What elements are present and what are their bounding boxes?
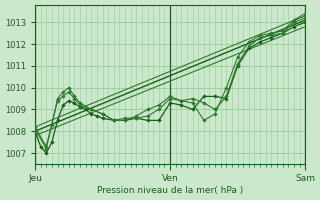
X-axis label: Pression niveau de la mer( hPa ): Pression niveau de la mer( hPa )	[97, 186, 243, 195]
